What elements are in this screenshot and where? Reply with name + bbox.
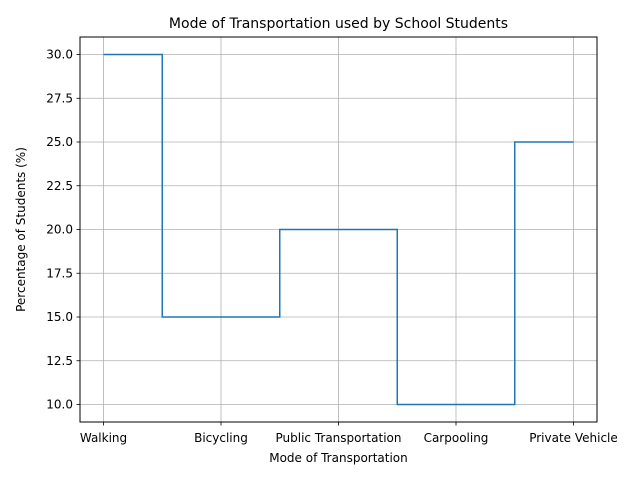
x-tick-label: Carpooling [424, 431, 489, 445]
series-step-line [103, 53, 574, 406]
y-tick-label: 12.5 [46, 354, 73, 368]
x-tick-label: Walking [80, 431, 127, 445]
y-tick-label: 27.5 [46, 91, 73, 105]
y-tick-label: 22.5 [46, 179, 73, 193]
tick-layer: 10.0 12.5 15.0 17.5 20.0 22.5 25.0 27.5 30.0 Walk… [46, 48, 618, 446]
y-tick-label: 17.5 [46, 266, 73, 280]
y-tick-label: 25.0 [46, 135, 73, 149]
y-tick-label: 15.0 [46, 310, 73, 324]
y-tick-label: 20.0 [46, 223, 73, 237]
y-tick-label: 10.0 [46, 398, 73, 412]
x-axis-label: Mode of Transportation [269, 451, 408, 465]
series-layer [103, 53, 574, 406]
x-tick-label: Bicycling [194, 431, 248, 445]
x-tick-label: Private Vehicle [529, 431, 618, 445]
x-tick-label: Public Transportation [276, 431, 402, 445]
chart-title: Mode of Transportation used by School St… [169, 16, 508, 32]
y-tick-label: 30.0 [46, 48, 73, 62]
y-axis-label: Percentage of Students (%) [14, 147, 28, 312]
